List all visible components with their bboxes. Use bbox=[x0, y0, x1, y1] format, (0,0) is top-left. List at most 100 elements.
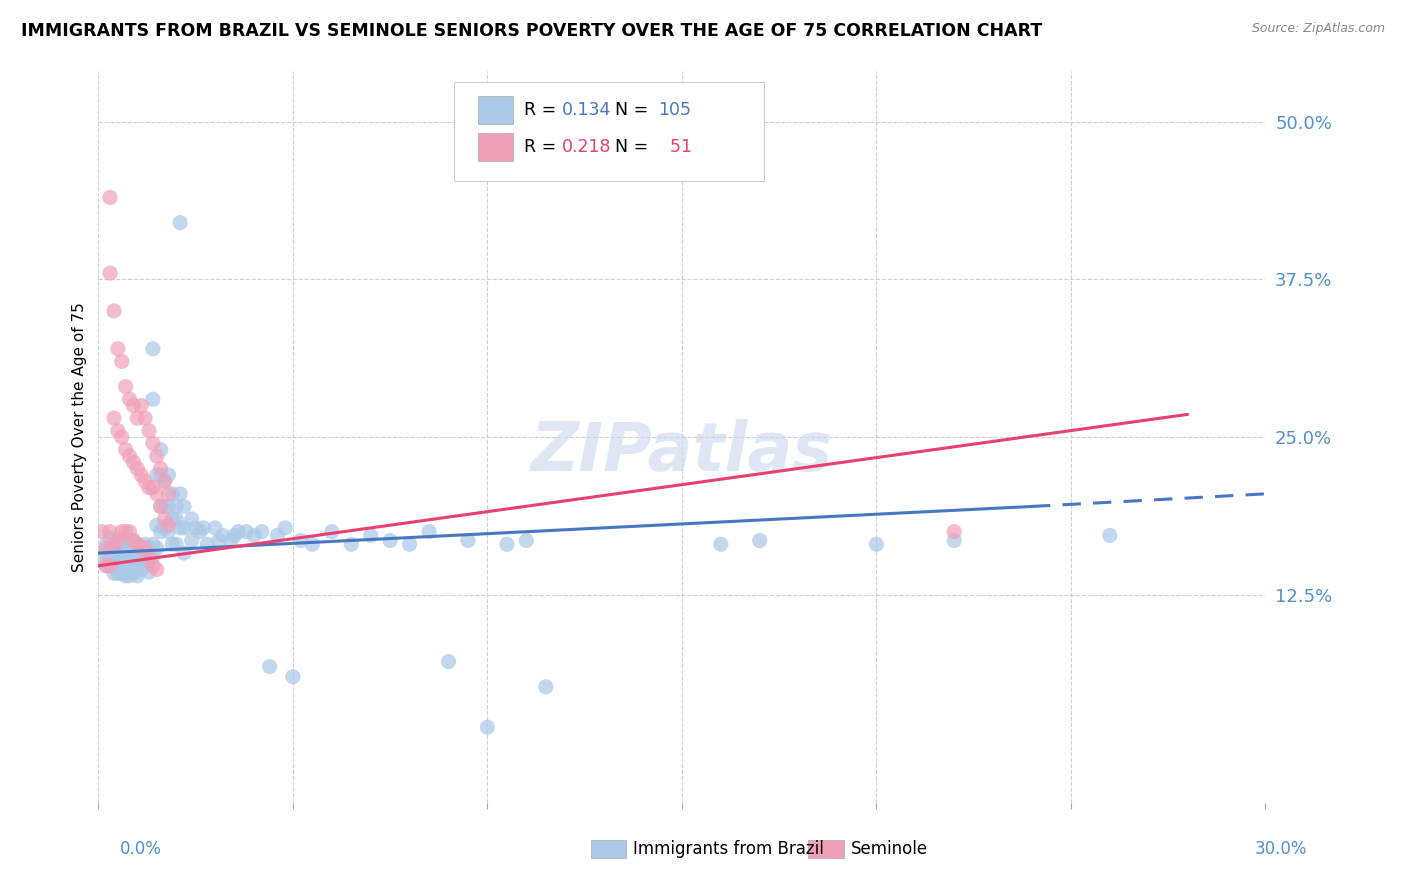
Point bbox=[103, 566, 125, 581]
Point bbox=[122, 399, 145, 413]
Point bbox=[134, 537, 156, 551]
Point bbox=[96, 546, 118, 560]
Point bbox=[184, 521, 207, 535]
Point bbox=[129, 554, 152, 568]
Point bbox=[250, 524, 273, 539]
Point bbox=[129, 467, 152, 482]
Point bbox=[111, 558, 134, 573]
Point bbox=[111, 354, 134, 368]
Point bbox=[118, 558, 141, 573]
Point bbox=[107, 546, 129, 560]
Point bbox=[457, 533, 479, 548]
Point bbox=[98, 549, 121, 564]
Point bbox=[118, 449, 141, 463]
Point bbox=[153, 500, 176, 514]
Point bbox=[107, 533, 129, 548]
Point bbox=[162, 537, 184, 551]
Point bbox=[98, 190, 121, 204]
Point bbox=[149, 500, 172, 514]
Point bbox=[142, 481, 165, 495]
Point bbox=[142, 537, 165, 551]
Text: R =: R = bbox=[524, 101, 562, 120]
Point bbox=[103, 558, 125, 573]
Point bbox=[129, 562, 152, 576]
Point bbox=[146, 562, 169, 576]
Point bbox=[111, 430, 134, 444]
Point bbox=[274, 521, 297, 535]
Point bbox=[157, 524, 180, 539]
FancyBboxPatch shape bbox=[478, 133, 513, 161]
Point bbox=[138, 549, 160, 564]
Point bbox=[228, 524, 250, 539]
Point bbox=[98, 558, 121, 573]
Point bbox=[149, 467, 172, 482]
Point bbox=[129, 399, 152, 413]
Y-axis label: Seniors Poverty Over the Age of 75: Seniors Poverty Over the Age of 75 bbox=[72, 302, 87, 572]
Point bbox=[142, 436, 165, 450]
Point bbox=[129, 541, 152, 555]
Point bbox=[96, 541, 118, 555]
Point bbox=[142, 392, 165, 407]
Point bbox=[266, 528, 288, 542]
Point bbox=[153, 474, 176, 488]
Point bbox=[1098, 528, 1121, 542]
Point bbox=[173, 546, 195, 560]
Text: 51: 51 bbox=[658, 137, 692, 156]
Point bbox=[162, 487, 184, 501]
Point bbox=[169, 487, 191, 501]
Point bbox=[153, 521, 176, 535]
Point bbox=[111, 566, 134, 581]
Point bbox=[114, 442, 136, 457]
Point bbox=[169, 216, 191, 230]
Point bbox=[515, 533, 537, 548]
Point bbox=[138, 424, 160, 438]
Point bbox=[360, 528, 382, 542]
Point bbox=[127, 569, 149, 583]
Point bbox=[534, 680, 557, 694]
Point bbox=[169, 521, 191, 535]
Point bbox=[91, 549, 114, 564]
Point bbox=[208, 533, 231, 548]
Point bbox=[103, 411, 125, 425]
Text: 30.0%: 30.0% bbox=[1256, 840, 1308, 858]
Point bbox=[173, 500, 195, 514]
Point bbox=[96, 558, 118, 573]
Point bbox=[107, 558, 129, 573]
Point bbox=[114, 569, 136, 583]
Point bbox=[219, 533, 242, 548]
FancyBboxPatch shape bbox=[591, 840, 626, 858]
Text: 105: 105 bbox=[658, 101, 692, 120]
Point bbox=[96, 537, 118, 551]
Point bbox=[301, 537, 323, 551]
Point bbox=[98, 531, 121, 545]
Point bbox=[96, 558, 118, 573]
Point bbox=[114, 533, 136, 548]
Point bbox=[134, 558, 156, 573]
Text: R =: R = bbox=[524, 137, 562, 156]
Point bbox=[98, 558, 121, 573]
Point bbox=[118, 524, 141, 539]
Point bbox=[146, 518, 169, 533]
Text: Seminole: Seminole bbox=[851, 840, 928, 858]
Point bbox=[91, 524, 114, 539]
Point bbox=[118, 537, 141, 551]
Point bbox=[127, 546, 149, 560]
Point bbox=[134, 549, 156, 564]
Point bbox=[290, 533, 312, 548]
Point bbox=[865, 537, 887, 551]
Point bbox=[114, 524, 136, 539]
Point bbox=[142, 549, 165, 564]
Point bbox=[243, 528, 266, 542]
Point bbox=[118, 569, 141, 583]
Point bbox=[142, 558, 165, 573]
Point bbox=[398, 537, 420, 551]
Point bbox=[193, 521, 215, 535]
Point bbox=[157, 500, 180, 514]
Text: ZIPatlas: ZIPatlas bbox=[531, 418, 832, 484]
Text: 0.218: 0.218 bbox=[562, 137, 612, 156]
Point bbox=[748, 533, 770, 548]
Point bbox=[98, 266, 121, 280]
Point bbox=[437, 655, 460, 669]
Point bbox=[710, 537, 733, 551]
Point bbox=[418, 524, 440, 539]
